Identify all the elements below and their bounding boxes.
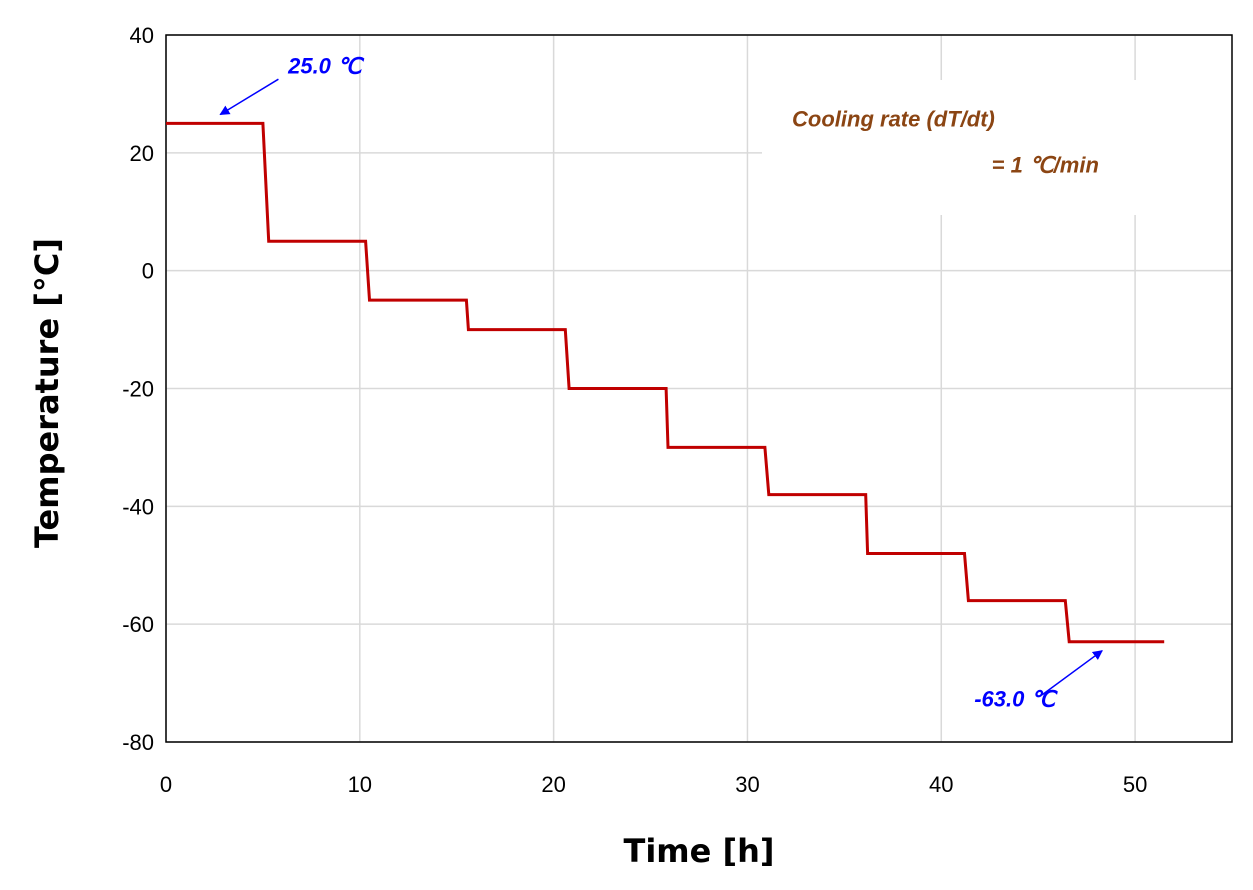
y-tick-label: -20: [122, 377, 154, 402]
y-tick-label: 0: [142, 259, 154, 284]
y-axis-title: Temperature [°C]: [28, 238, 66, 548]
cooling-rate-label: = 1 ℃/min: [992, 152, 1099, 177]
x-tick-label: 40: [929, 772, 953, 797]
y-tick-label: -40: [122, 494, 154, 519]
x-tick-labels: 0 10 20 30 40 50: [160, 772, 1147, 797]
y-tick-label: 40: [130, 23, 154, 48]
x-axis-title: Time [h]: [623, 832, 774, 870]
annotation-arrow: [1041, 650, 1103, 696]
x-tick-label: 30: [735, 772, 759, 797]
cooling-rate-label: Cooling rate (dT/dt): [792, 106, 995, 131]
y-tick-label: 20: [130, 141, 154, 166]
x-tick-label: 20: [541, 772, 565, 797]
temperature-series-line: [166, 121, 1165, 644]
y-tick-label: -80: [122, 730, 154, 755]
legend-box-background: [762, 80, 1232, 215]
temperature-annotation: 25.0 ℃: [287, 53, 365, 78]
y-tick-labels: -80 -60 -40 -20 0 20 40: [122, 23, 154, 755]
temperature-annotation: -63.0 ℃: [974, 687, 1058, 712]
x-tick-label: 0: [160, 772, 172, 797]
x-tick-label: 50: [1123, 772, 1147, 797]
annotations: 25.0 ℃ -63.0 ℃ Cooling rate (dT/dt) = 1 ℃/m…: [219, 53, 1103, 712]
y-tick-label: -60: [122, 612, 154, 637]
plot-area-frame: [165, 34, 1233, 743]
annotation-arrow: [219, 78, 279, 116]
x-tick-label: 10: [348, 772, 372, 797]
